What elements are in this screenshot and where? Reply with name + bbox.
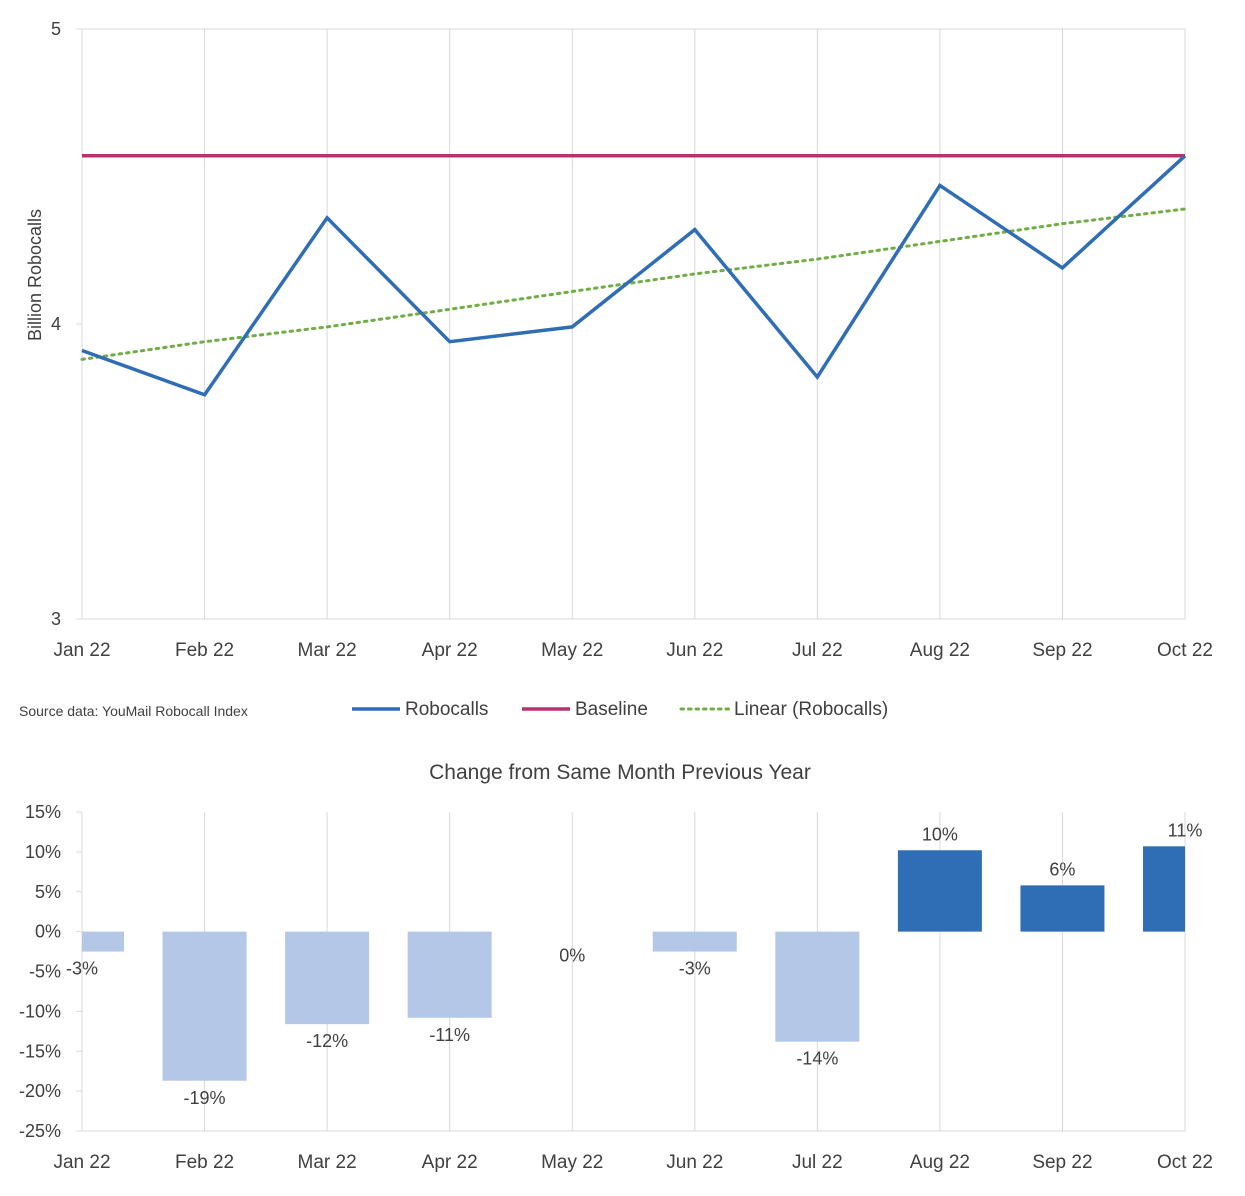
bottom-ytick-label-5: 5% [35, 882, 61, 902]
bottom-xtick-label-feb-22: Feb 22 [175, 1152, 234, 1173]
bar-aug-22 [897, 850, 982, 932]
bottom-ytick-label-5: -5% [29, 962, 61, 982]
top-x-tick-labels: Jan 22 Feb 22 Mar 22 Apr 22 May 22 Jun 22 Jul … [53, 640, 1213, 661]
top-y-tick-labels: 3 4 5 [51, 19, 61, 629]
top-xtick-label-sep-22: Sep 22 [1032, 640, 1092, 661]
top-xtick-label-mar-22: Mar 22 [298, 640, 357, 661]
bottom-ytick-label-10: 10% [25, 842, 61, 862]
bar-mar-22 [285, 931, 370, 1025]
top-xtick-label-jul-22: Jul 22 [792, 640, 843, 661]
bottom-xtick-label-sep-22: Sep 22 [1032, 1152, 1092, 1173]
data-label-may-22: 0% [559, 946, 585, 966]
bottom-ytick-label-15: 15% [25, 802, 61, 822]
top-xtick-label-apr-22: Apr 22 [422, 640, 478, 661]
bottom-ytick-label-25: -25% [19, 1121, 61, 1141]
bottom-xtick-label-apr-22: Apr 22 [422, 1152, 478, 1173]
change-bar-chart: Change from Same Month Previous Year -25… [19, 761, 1213, 1173]
top-ytick-label-3: 3 [51, 609, 61, 629]
source-note: Source data: YouMail Robocall Index [19, 703, 248, 719]
bar-feb-22 [162, 931, 247, 1081]
top-xtick-label-jan-22: Jan 22 [53, 640, 110, 661]
data-label-oct-22: 11% [1168, 820, 1203, 840]
legend-label-robocalls: Robocalls [405, 699, 488, 720]
bar-apr-22 [407, 931, 492, 1018]
bar-sep-22 [1020, 885, 1105, 932]
bottom-xtick-label-may-22: May 22 [541, 1152, 603, 1173]
data-label-aug-22: 10% [922, 824, 958, 844]
top-ytick-label-4: 4 [51, 314, 61, 334]
data-label-apr-22: -11% [429, 1025, 470, 1045]
bottom-x-tick-labels: Jan 22 Feb 22 Mar 22 Apr 22 May 22 Jun 22 Jul … [53, 1152, 1213, 1173]
series-line-linear-robocalls [80, 207, 1187, 361]
data-label-feb-22: -19% [184, 1088, 226, 1108]
bar-chart-title: Change from Same Month Previous Year [429, 761, 811, 784]
bar-jun-22 [652, 931, 737, 952]
data-label-jul-22: -14% [796, 1049, 838, 1069]
legend: Robocalls Baseline Linear (Robocalls) [352, 699, 888, 720]
bar-jan-22 [82, 931, 124, 952]
series-line-robocalls [81, 154, 1187, 397]
robocalls-line-chart: 3 4 5 Jan 22 Feb 22 Mar 22 Apr 22 May 22 Jun 22… [25, 19, 1213, 661]
top-gridlines [76, 28, 1186, 620]
top-series-lines [80, 154, 1187, 397]
bottom-ytick-label-10: -10% [19, 1001, 61, 1021]
top-xtick-label-jun-22: Jun 22 [666, 640, 723, 661]
top-xtick-label-oct-22: Oct 22 [1157, 640, 1213, 661]
bars [82, 846, 1185, 1081]
top-xtick-label-aug-22: Aug 22 [910, 640, 970, 661]
bar-jul-22 [775, 931, 860, 1042]
bottom-ytick-label-15: -15% [19, 1041, 61, 1061]
y-axis-label: Billion Robocalls [25, 209, 45, 341]
bottom-y-tick-labels: -25% -20% -15% -10% -5% 0% 5% 10% 15% [19, 802, 61, 1141]
bottom-ytick-label-20: -20% [19, 1081, 61, 1101]
bottom-xtick-label-oct-22: Oct 22 [1157, 1152, 1213, 1173]
bottom-ytick-label-0: 0% [35, 922, 61, 942]
bottom-xtick-label-jun-22: Jun 22 [666, 1152, 723, 1173]
top-ytick-label-5: 5 [51, 19, 61, 39]
bottom-xtick-label-aug-22: Aug 22 [910, 1152, 970, 1173]
top-xtick-label-may-22: May 22 [541, 640, 603, 661]
bottom-xtick-label-jul-22: Jul 22 [792, 1152, 843, 1173]
bottom-xtick-label-mar-22: Mar 22 [298, 1152, 357, 1173]
data-label-jan-22: -3% [66, 959, 98, 979]
bottom-xtick-label-jan-22: Jan 22 [53, 1152, 110, 1173]
bar-data-labels: -3% -19% -12% -11% 0% -3% -14% 10% 6% 11% [66, 820, 1202, 1107]
data-label-jun-22: -3% [679, 959, 711, 979]
legend-label-baseline: Baseline [575, 699, 648, 720]
data-label-mar-22: -12% [306, 1031, 348, 1051]
data-label-sep-22: 6% [1049, 859, 1075, 879]
bar-oct-22 [1143, 846, 1185, 932]
legend-label-linear-robocalls: Linear (Robocalls) [734, 699, 888, 720]
top-xtick-label-feb-22: Feb 22 [175, 640, 234, 661]
